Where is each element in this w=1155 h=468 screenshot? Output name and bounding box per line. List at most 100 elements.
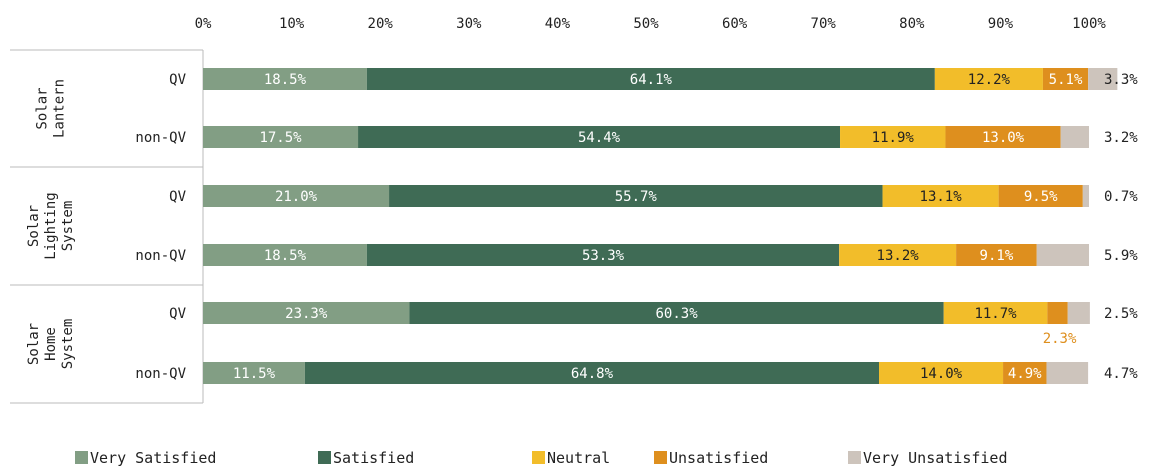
bar-segment: [1047, 302, 1068, 324]
group-label: SolarHomeSystem: [26, 319, 76, 370]
group-label-line: Lantern: [52, 79, 68, 138]
category-label: QV: [169, 189, 186, 205]
x-tick-label: 30%: [456, 16, 482, 32]
bar-segment: [956, 244, 1037, 266]
segment-label: 55.7%: [615, 189, 658, 205]
bar-segment: [839, 244, 957, 266]
bar-segment: [934, 68, 1043, 90]
group-labels: SolarLanternSolarLightingSystemSolarHome…: [26, 79, 76, 369]
x-tick-label: 90%: [988, 16, 1014, 32]
segment-label: 12.2%: [968, 72, 1011, 88]
legend-swatch: [848, 451, 861, 464]
category-label: non-QV: [135, 130, 186, 146]
segment-label: 11.5%: [233, 366, 276, 382]
legend-swatch: [532, 451, 545, 464]
segment-label: 53.3%: [582, 248, 625, 264]
segment-labels: 18.5% 64.1% 12.2% 5.1% 17.5% 54.4% 11.9% 13.0% 2…: [233, 72, 1083, 382]
legend-swatch: [654, 451, 667, 464]
x-tick-label: 50%: [633, 16, 659, 32]
right-value-label: 4.7%: [1104, 366, 1138, 382]
group-label-line: System: [60, 201, 76, 252]
bar-segment: [945, 126, 1061, 148]
bar-segment: [1088, 68, 1118, 90]
x-tick-label: 0%: [195, 16, 212, 32]
group-frame: [10, 49, 204, 404]
segment-label: 11.7%: [974, 306, 1017, 322]
bar-segment: [203, 68, 367, 90]
bar-segment: [1067, 302, 1090, 324]
group-label-line: System: [60, 319, 76, 370]
legend-swatch: [318, 451, 331, 464]
bar-segment: [203, 302, 410, 324]
segment-label: 13.0%: [982, 130, 1025, 146]
legend-label: Neutral: [547, 449, 610, 467]
right-value-labels: 3.3% 3.2% 0.7% 5.9% 2.5% 4.7%: [1104, 72, 1138, 382]
right-value-label: 2.5%: [1104, 306, 1138, 322]
bar-segment: [203, 126, 359, 148]
bar-segment: [1036, 244, 1089, 266]
group-label-line: Solar: [26, 205, 42, 247]
category-label: non-QV: [135, 248, 186, 264]
category-label: QV: [169, 306, 186, 322]
bar-segment: [366, 68, 935, 90]
segment-label: 23.3%: [285, 306, 328, 322]
segment-label: 18.5%: [264, 72, 307, 88]
bar-segment: [943, 302, 1048, 324]
group-label-line: Lighting: [43, 192, 59, 259]
group-label: SolarLantern: [35, 79, 68, 138]
right-value-label: 0.7%: [1104, 189, 1138, 205]
segment-label: 21.0%: [275, 189, 318, 205]
bar-segment: [203, 244, 367, 266]
bar-segment: [1060, 126, 1089, 148]
segment-label: 13.1%: [920, 189, 963, 205]
right-value-label: 5.9%: [1104, 248, 1138, 264]
legend-label: Very Unsatisfied: [863, 449, 1008, 467]
x-tick-label: 100%: [1072, 16, 1106, 32]
segment-label: 60.3%: [655, 306, 698, 322]
bar-segment: [1042, 68, 1089, 90]
group-label-line: Solar: [35, 87, 51, 129]
right-value-label: 3.2%: [1104, 130, 1138, 146]
group-label-line: Home: [43, 327, 59, 361]
segment-label: 5.1%: [1049, 72, 1083, 88]
x-axis-ticks: 0% 10% 20% 30% 40% 50% 60% 70% 80% 90% 100%: [195, 16, 1107, 32]
category-label: non-QV: [135, 366, 186, 382]
segment-label: 4.9%: [1008, 366, 1042, 382]
x-tick-label: 20%: [368, 16, 394, 32]
group-label-line: Solar: [26, 323, 42, 365]
legend: Very Satisfied Satisfied Neutral Unsatisfie…: [75, 449, 1008, 467]
legend-label: Satisfied: [333, 449, 414, 467]
segment-label: 64.8%: [571, 366, 614, 382]
bar-segment: [1082, 185, 1089, 207]
segment-label: 9.1%: [980, 248, 1014, 264]
segment-label-outside: 2.3%: [1043, 331, 1077, 347]
bar-segment: [840, 126, 946, 148]
segment-label: 9.5%: [1024, 189, 1058, 205]
bar-segment: [389, 185, 883, 207]
bar-segment: [203, 185, 390, 207]
segment-label: 54.4%: [578, 130, 621, 146]
bar-segments: [203, 68, 1118, 384]
bar-segment: [879, 362, 1004, 384]
segment-label: 11.9%: [872, 130, 915, 146]
bar-segment: [1046, 362, 1089, 384]
x-tick-label: 80%: [899, 16, 925, 32]
legend-swatch: [75, 451, 88, 464]
x-tick-label: 40%: [545, 16, 571, 32]
segment-label: 17.5%: [259, 130, 302, 146]
bar-segment: [998, 185, 1083, 207]
category-label: QV: [169, 72, 186, 88]
x-tick-label: 60%: [722, 16, 748, 32]
segment-label: 13.2%: [877, 248, 920, 264]
category-labels: QV non-QV QV non-QV QV non-QV: [135, 72, 186, 382]
bar-segment: [203, 362, 305, 384]
legend-label: Unsatisfied: [669, 449, 768, 467]
x-tick-label: 10%: [279, 16, 305, 32]
bar-segment: [366, 244, 840, 266]
segment-label: 64.1%: [630, 72, 673, 88]
bar-segment: [304, 362, 880, 384]
bar-segment: [409, 302, 944, 324]
segment-label: 14.0%: [920, 366, 963, 382]
bar-segment: [882, 185, 999, 207]
